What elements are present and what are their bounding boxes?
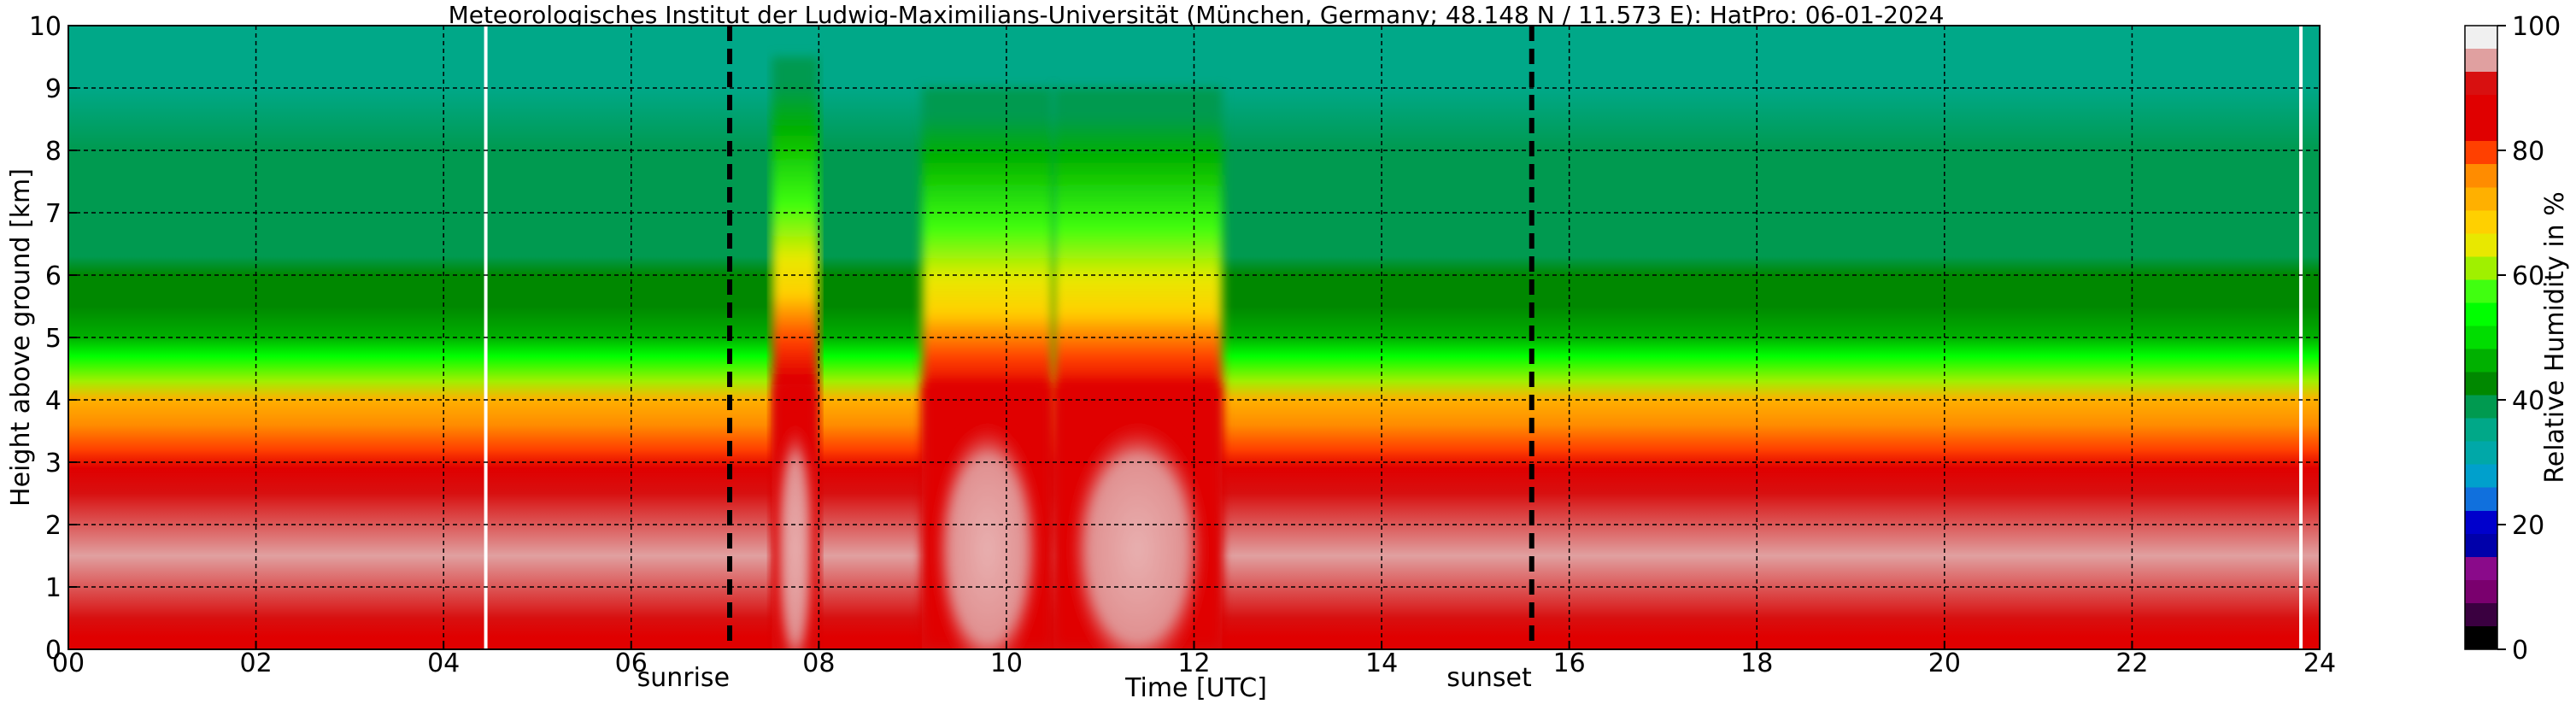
y-tick-label: 2 <box>45 511 62 541</box>
colorbar-tick-label: 40 <box>2512 386 2544 416</box>
x-tick-label: 22 <box>2115 648 2148 678</box>
x-tick-label: 14 <box>1365 648 1398 678</box>
colorbar-scale <box>2464 25 2498 650</box>
y-tick-label: 6 <box>45 261 62 291</box>
y-tick-label: 4 <box>45 386 62 416</box>
x-tick-label: 12 <box>1177 648 1210 678</box>
x-tick-label: 18 <box>1740 648 1773 678</box>
x-tick-label: 10 <box>990 648 1023 678</box>
moist-episode <box>922 88 1053 649</box>
x-tick-label: 08 <box>802 648 835 678</box>
colorbar-tick-label: 80 <box>2512 137 2544 167</box>
sunset-label: sunset <box>1446 663 1532 693</box>
x-tick-label: 20 <box>1928 648 1961 678</box>
moist-episode <box>772 56 819 649</box>
x-tick-label: 04 <box>427 648 460 678</box>
moist-episodes <box>772 56 1223 649</box>
colorbar: 0 20 40 60 80 100 Relative Humidity in % <box>2464 12 2570 666</box>
colorbar-tick-label: 60 <box>2512 261 2544 291</box>
x-tick-label: 06 <box>615 648 648 678</box>
colorbar-tick-label: 0 <box>2512 636 2528 666</box>
y-tick-label: 0 <box>45 636 62 666</box>
colorbar-tick-label: 20 <box>2512 511 2544 541</box>
y-axis-label: Height above ground [km] <box>6 168 36 507</box>
y-tick-label: 10 <box>29 12 62 42</box>
chart-title: Meteorologisches Institut der Ludwig-Max… <box>449 1 1945 29</box>
y-tick-label: 8 <box>45 137 62 167</box>
y-tick-label: 5 <box>45 324 62 354</box>
x-tick-label: 24 <box>2303 648 2336 678</box>
sunrise-label: sunrise <box>637 663 730 693</box>
moist-episode <box>1053 88 1223 649</box>
colorbar-label: Relative Humidity in % <box>2540 191 2570 483</box>
colorbar-ticks: 0 20 40 60 80 100 <box>2497 12 2561 666</box>
colorbar-tick-label: 100 <box>2512 12 2561 42</box>
x-tick-label: 02 <box>239 648 272 678</box>
y-tick-label: 1 <box>45 573 62 603</box>
x-tick-label: 00 <box>52 648 85 678</box>
grid-lines <box>68 26 2320 649</box>
x-axis-label: Time [UTC] <box>1124 673 1267 703</box>
x-tick-label: 16 <box>1553 648 1586 678</box>
sun-events: sunrise sunset <box>637 26 1534 693</box>
y-tick-label: 7 <box>45 199 62 229</box>
y-axis: 0 1 2 3 4 5 6 7 8 9 10 <box>29 12 77 666</box>
x-axis: 00 02 04 06 08 10 12 14 16 18 20 22 24 <box>52 641 2336 678</box>
y-tick-label: 3 <box>45 449 62 478</box>
y-tick-label: 9 <box>45 74 62 104</box>
